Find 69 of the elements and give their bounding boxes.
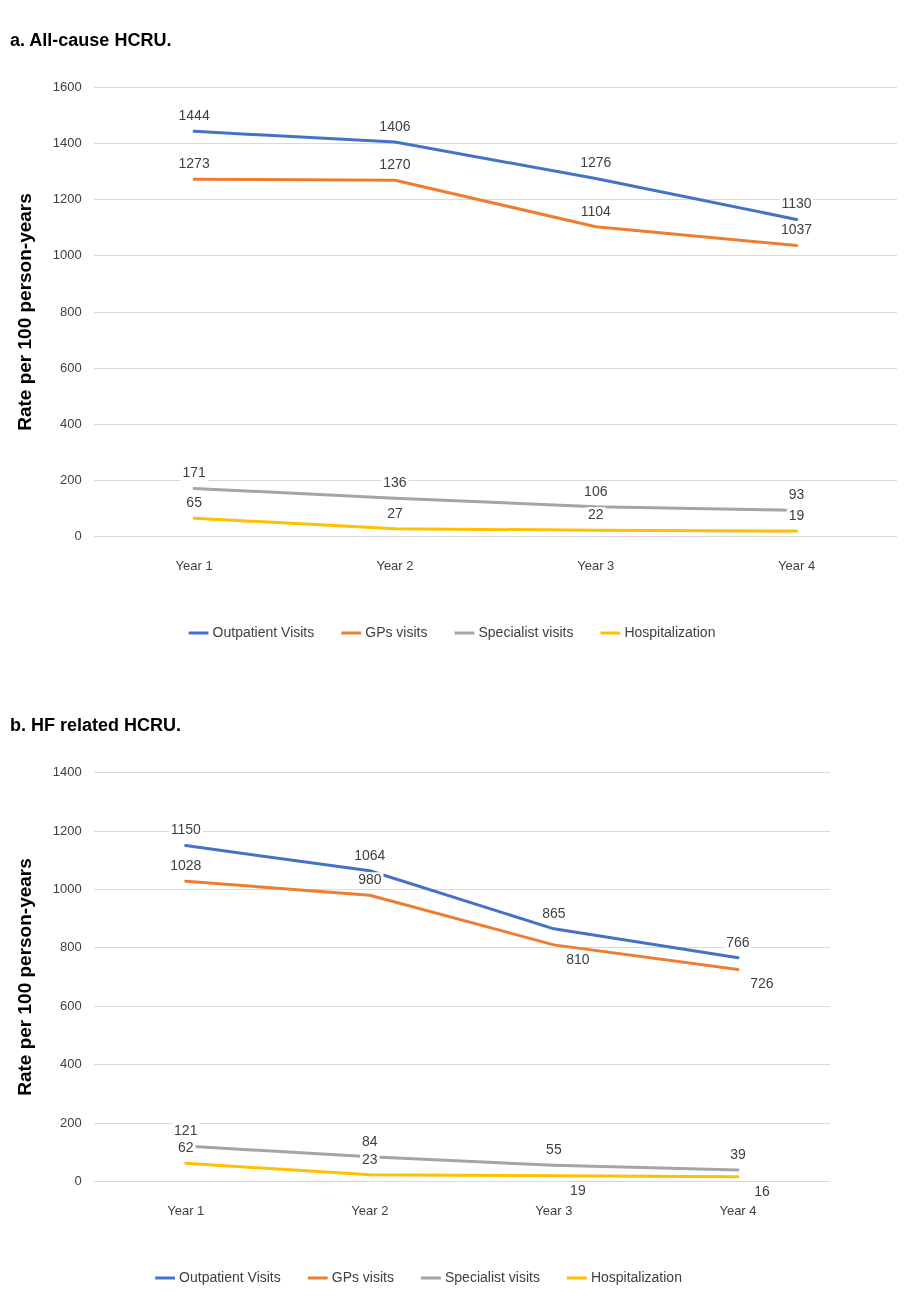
data-label: 19: [570, 1181, 586, 1198]
data-label: 84: [362, 1132, 378, 1149]
data-label: 171: [182, 464, 207, 481]
data-label: 93: [788, 486, 805, 503]
data-label: 27: [387, 504, 403, 521]
data-label: 1028: [170, 857, 202, 874]
data-label: 1406: [379, 117, 411, 134]
data-label: 1150: [170, 821, 202, 838]
data-label: 726: [750, 975, 774, 992]
y-tick-label: 0: [74, 1172, 82, 1188]
chart-title: b. HF related HCRU.: [10, 714, 182, 735]
data-label: 865: [542, 904, 566, 921]
y-tick-label: 200: [60, 471, 82, 487]
y-tick-label: 400: [60, 1056, 82, 1072]
data-label: 1270: [379, 156, 411, 173]
data-label: 62: [177, 1139, 194, 1156]
data-label: 22: [587, 506, 604, 523]
legend-label: Outpatient Visits: [179, 1268, 281, 1285]
legend-label: GPs visits: [331, 1268, 394, 1285]
x-tick-label: Year 2: [376, 557, 414, 573]
y-tick-label: 1400: [52, 764, 82, 780]
x-tick-label: Year 2: [351, 1202, 389, 1218]
y-axis-title: Rate per 100 person-years: [13, 858, 35, 1096]
data-label: 39: [730, 1145, 746, 1162]
data-label: 1037: [781, 221, 813, 238]
data-label: 1273: [178, 155, 210, 172]
legend-label: GPs visits: [365, 623, 428, 640]
y-tick-label: 600: [60, 997, 82, 1013]
y-tick-label: 400: [60, 415, 82, 431]
data-label: 106: [584, 482, 608, 499]
y-axis-title: Rate per 100 person-years: [13, 193, 35, 431]
x-tick-label: Year 4: [719, 1202, 757, 1218]
data-label: 55: [546, 1141, 562, 1158]
data-label: 1130: [781, 195, 812, 212]
y-tick-label: 200: [60, 1114, 82, 1130]
data-label: 1444: [178, 107, 210, 124]
x-tick-label: Year 1: [167, 1202, 205, 1218]
data-label: 23: [362, 1150, 378, 1167]
y-tick-label: 1400: [52, 135, 82, 151]
y-tick-label: 1200: [52, 822, 82, 838]
data-label: 136: [383, 474, 407, 491]
y-tick-label: 1000: [52, 247, 82, 263]
y-tick-label: 600: [60, 359, 82, 375]
data-label: 19: [788, 506, 805, 523]
data-label: 1276: [580, 154, 612, 171]
x-tick-label: Year 3: [535, 1202, 573, 1218]
legend-label: Hospitalization: [590, 1268, 682, 1285]
data-label: 1104: [580, 202, 612, 219]
legend-label: Specialist visits: [444, 1268, 540, 1285]
data-label: 766: [726, 933, 750, 950]
y-tick-label: 1000: [52, 880, 82, 896]
chart-title: a. All-cause HCRU.: [10, 29, 172, 50]
x-tick-label: Year 1: [175, 557, 213, 573]
y-tick-label: 1600: [52, 79, 82, 95]
y-tick-label: 1200: [52, 191, 82, 207]
legend-label: Outpatient Visits: [212, 623, 315, 640]
legend-label: Specialist visits: [478, 623, 574, 640]
x-tick-label: Year 3: [577, 557, 615, 573]
data-label: 16: [754, 1182, 770, 1199]
data-label: 980: [358, 871, 382, 888]
data-label: 65: [186, 494, 203, 511]
data-label: 121: [174, 1121, 198, 1138]
y-tick-label: 800: [60, 939, 82, 955]
data-label: 1064: [354, 846, 386, 863]
x-tick-label: Year 4: [778, 557, 816, 573]
y-tick-label: 0: [74, 527, 82, 543]
y-tick-label: 800: [60, 303, 82, 319]
data-label: 810: [566, 950, 590, 967]
legend-label: Hospitalization: [624, 623, 716, 640]
